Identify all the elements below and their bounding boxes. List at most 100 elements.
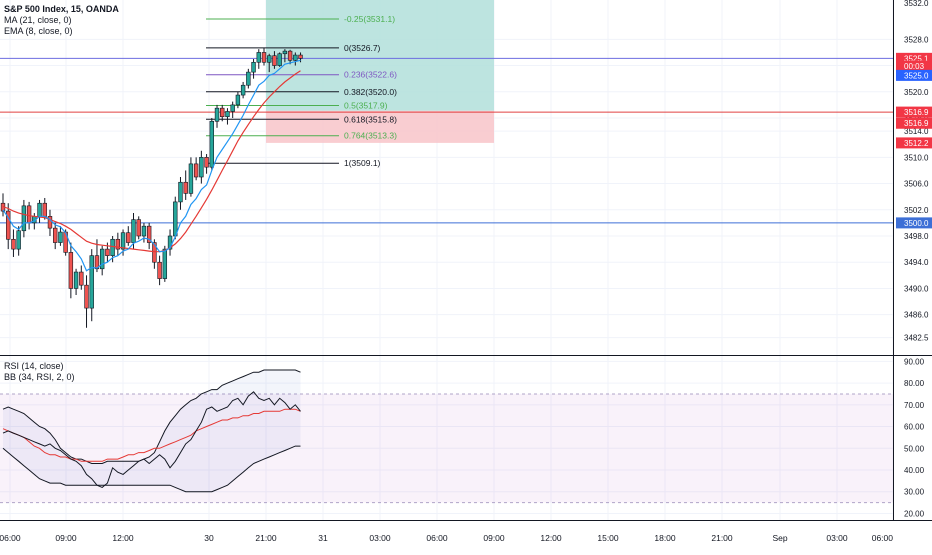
bb-legend-label[interactable]: BB (34, RSI, 2, 0) xyxy=(4,372,75,382)
candle-body xyxy=(298,54,303,59)
candle-body xyxy=(173,201,178,237)
fib-level-label: 0.236(3522.6) xyxy=(344,70,397,80)
time-tick-label: 12:00 xyxy=(540,533,562,543)
fibonacci-retracement[interactable]: -0.25(3531.1) 0(3526.7) 0.236(3522.6) 0.382… xyxy=(206,14,397,168)
fib-level-label: 1(3509.1) xyxy=(344,158,381,168)
price-tag xyxy=(896,69,932,81)
candle-body xyxy=(230,104,235,112)
candle-body xyxy=(141,225,147,237)
candle-body xyxy=(287,50,293,61)
price-tick-label: 3486.0 xyxy=(904,311,929,320)
candle-body xyxy=(84,284,89,309)
rsi-band-fill xyxy=(0,393,893,503)
rsi-legend-label[interactable]: RSI (14, close) xyxy=(4,361,64,371)
candle-body xyxy=(21,205,27,232)
rsi-tick-label: 80.00 xyxy=(904,379,925,388)
candle-body xyxy=(52,227,58,243)
bb-upper-line xyxy=(2,369,301,464)
candle-body xyxy=(220,107,225,117)
price-tick-label: 3506.0 xyxy=(904,180,929,189)
price-tag xyxy=(896,117,932,129)
ma-legend[interactable]: MA (21, close, 0) xyxy=(4,15,72,25)
price-tick-label: 3490.0 xyxy=(904,284,929,293)
price-tick-label: 3510.0 xyxy=(904,153,929,162)
ma-21-line xyxy=(2,70,301,253)
time-axis: 06:00 09:00 12:00 30 21:00 31 03:00 06:00 09:00 1… xyxy=(0,533,893,543)
time-tick-label: 30 xyxy=(204,533,214,543)
rsi-tick-label: 20.00 xyxy=(904,509,925,518)
position-tool[interactable] xyxy=(266,0,494,143)
price-tick-label: 3520.0 xyxy=(904,88,929,97)
candle-body xyxy=(110,238,115,256)
price-tag xyxy=(896,217,932,229)
time-tick-label: 06:00 xyxy=(426,533,448,543)
candle-body xyxy=(11,238,16,250)
candle-body xyxy=(58,231,63,243)
rsi-pane xyxy=(0,369,893,504)
candle-body xyxy=(131,219,136,243)
candle-body xyxy=(256,52,261,63)
candle-body xyxy=(235,94,241,106)
rsi-legend: RSI (14, close) BB (34, RSI, 2, 0) xyxy=(4,361,75,383)
candle-body xyxy=(193,163,199,178)
candle-body xyxy=(120,232,126,250)
candle-body xyxy=(79,271,84,286)
candle-body xyxy=(94,255,100,270)
price-tag-label: 00:03 xyxy=(904,62,925,71)
fib-level-label: -0.25(3531.1) xyxy=(344,14,395,24)
price-tag xyxy=(896,52,932,64)
candle-body xyxy=(277,53,282,66)
time-tick-label: 03:00 xyxy=(369,533,391,543)
candle-body xyxy=(272,55,277,66)
main-legend: S&P 500 Index, 15, OANDA MA (21, close, … xyxy=(4,4,119,37)
fib-level-label: 0.764(3513.3) xyxy=(344,131,397,141)
rsi-tick-label: 30.00 xyxy=(904,488,925,497)
price-tick-label: 3532.0 xyxy=(904,0,929,8)
bb-fill xyxy=(3,370,301,492)
candle-body xyxy=(282,50,288,55)
price-tick-label: 3482.5 xyxy=(904,334,929,343)
price-tag-label: 3525.1 xyxy=(904,54,929,63)
candle-body xyxy=(6,210,11,240)
stop-zone xyxy=(266,110,494,143)
time-tick-label: 21:00 xyxy=(255,533,277,543)
candle-body xyxy=(73,271,79,289)
time-tick-label: 15:00 xyxy=(597,533,619,543)
ema-legend[interactable]: EMA (8, close, 0) xyxy=(4,26,73,36)
rsi-tick-label: 50.00 xyxy=(904,444,925,453)
candle-body xyxy=(188,163,194,194)
price-tag-label: 3512.2 xyxy=(904,139,929,148)
rsi-line xyxy=(2,391,301,488)
price-tick-label: 3494.0 xyxy=(904,258,929,267)
price-tag-label: 3500.0 xyxy=(904,219,929,228)
time-tick-label: 06:00 xyxy=(872,533,894,543)
time-tick-label: 31 xyxy=(318,533,328,543)
rsi-tick-label: 70.00 xyxy=(904,401,925,410)
symbol-title[interactable]: S&P 500 Index, 15, OANDA xyxy=(4,4,119,14)
candle-body xyxy=(126,232,131,243)
price-tick-label: 3502.0 xyxy=(904,206,929,215)
candle-body xyxy=(37,202,42,217)
candlestick-series xyxy=(0,47,303,328)
candle-body xyxy=(293,54,298,61)
candle-body xyxy=(89,255,94,309)
price-tag-label: 3516.9 xyxy=(904,119,929,128)
price-tag xyxy=(896,106,932,118)
rsi-tick-label: 40.00 xyxy=(904,466,925,475)
candle-body xyxy=(183,181,188,194)
candle-body xyxy=(214,107,220,122)
price-axis: 3532.03528.03524.03520.03516.03514.03510… xyxy=(896,0,932,518)
rsi-tick-label: 60.00 xyxy=(904,423,925,432)
price-tick-label: 3528.0 xyxy=(904,35,929,44)
moving-average-lines xyxy=(2,59,301,272)
ema-8-line xyxy=(2,59,301,272)
candle-body xyxy=(146,225,152,243)
fib-level-label: 0(3526.7) xyxy=(344,43,381,53)
candle-body xyxy=(136,219,141,237)
time-tick-label: 09:00 xyxy=(483,533,505,543)
time-tick-label: 06:00 xyxy=(0,533,21,543)
candle-body xyxy=(152,242,157,263)
time-tick-label: Sep xyxy=(772,533,787,543)
